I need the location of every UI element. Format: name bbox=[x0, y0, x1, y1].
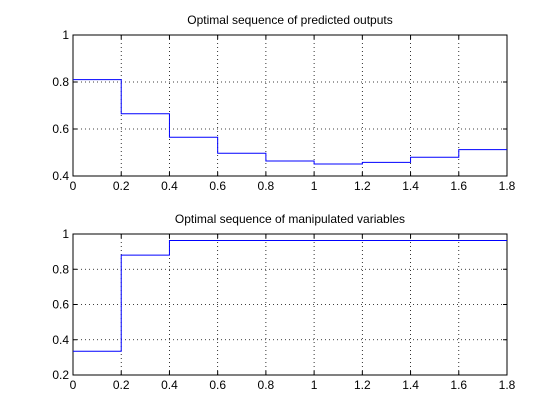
x-tick-label: 0.6 bbox=[209, 378, 226, 392]
y-tick-label: 0.6 bbox=[52, 122, 69, 136]
x-tick-label: 0.6 bbox=[209, 179, 226, 193]
y-tick-label: 0.6 bbox=[52, 298, 69, 312]
x-tick-label: 0.4 bbox=[161, 179, 178, 193]
y-tick-label: 0.8 bbox=[52, 75, 69, 89]
x-tick-label: 0 bbox=[70, 378, 77, 392]
x-tick-label: 1.6 bbox=[450, 179, 467, 193]
y-tick-label: 1 bbox=[62, 28, 69, 42]
x-tick-label: 0.8 bbox=[258, 179, 275, 193]
axes-frame bbox=[72, 34, 508, 177]
x-tick-label: 1.2 bbox=[354, 378, 371, 392]
step-series-line bbox=[73, 79, 507, 165]
step-series-line bbox=[73, 240, 507, 352]
y-tick-label: 0.4 bbox=[52, 169, 69, 183]
x-tick-label: 1.4 bbox=[402, 179, 419, 193]
y-tick-label: 0.8 bbox=[52, 262, 69, 276]
x-tick-label: 1.4 bbox=[402, 378, 419, 392]
subplot-title: Optimal sequence of predicted outputs bbox=[187, 13, 392, 27]
bottom-subplot: 0 0.2 0.4 0.6 0.8 1 1.2 1.4 1.6 1.80.20.40.60.81O… bbox=[52, 212, 515, 392]
x-tick-label: 0.8 bbox=[258, 378, 275, 392]
y-tick-label: 1 bbox=[62, 227, 69, 241]
x-tick-label: 0.2 bbox=[113, 179, 130, 193]
x-tick-label: 1 bbox=[311, 378, 318, 392]
x-tick-label: 0.4 bbox=[161, 378, 178, 392]
x-tick-label: 1.8 bbox=[499, 179, 516, 193]
x-tick-label: 1 bbox=[311, 179, 318, 193]
y-tick-label: 0.4 bbox=[52, 333, 69, 347]
x-tick-label: 0 bbox=[70, 179, 77, 193]
subplot-title: Optimal sequence of manipulated variable… bbox=[175, 212, 405, 226]
x-tick-label: 1.6 bbox=[450, 378, 467, 392]
y-tick-label: 0.2 bbox=[52, 368, 69, 382]
x-tick-label: 0.2 bbox=[113, 378, 130, 392]
x-tick-label: 1.2 bbox=[354, 179, 371, 193]
x-tick-label: 1.8 bbox=[499, 378, 516, 392]
top-subplot: 0 0.2 0.4 0.6 0.8 1 1.2 1.4 1.6 1.8 0.4 0.6 0.8 1 Opti… bbox=[52, 13, 515, 193]
